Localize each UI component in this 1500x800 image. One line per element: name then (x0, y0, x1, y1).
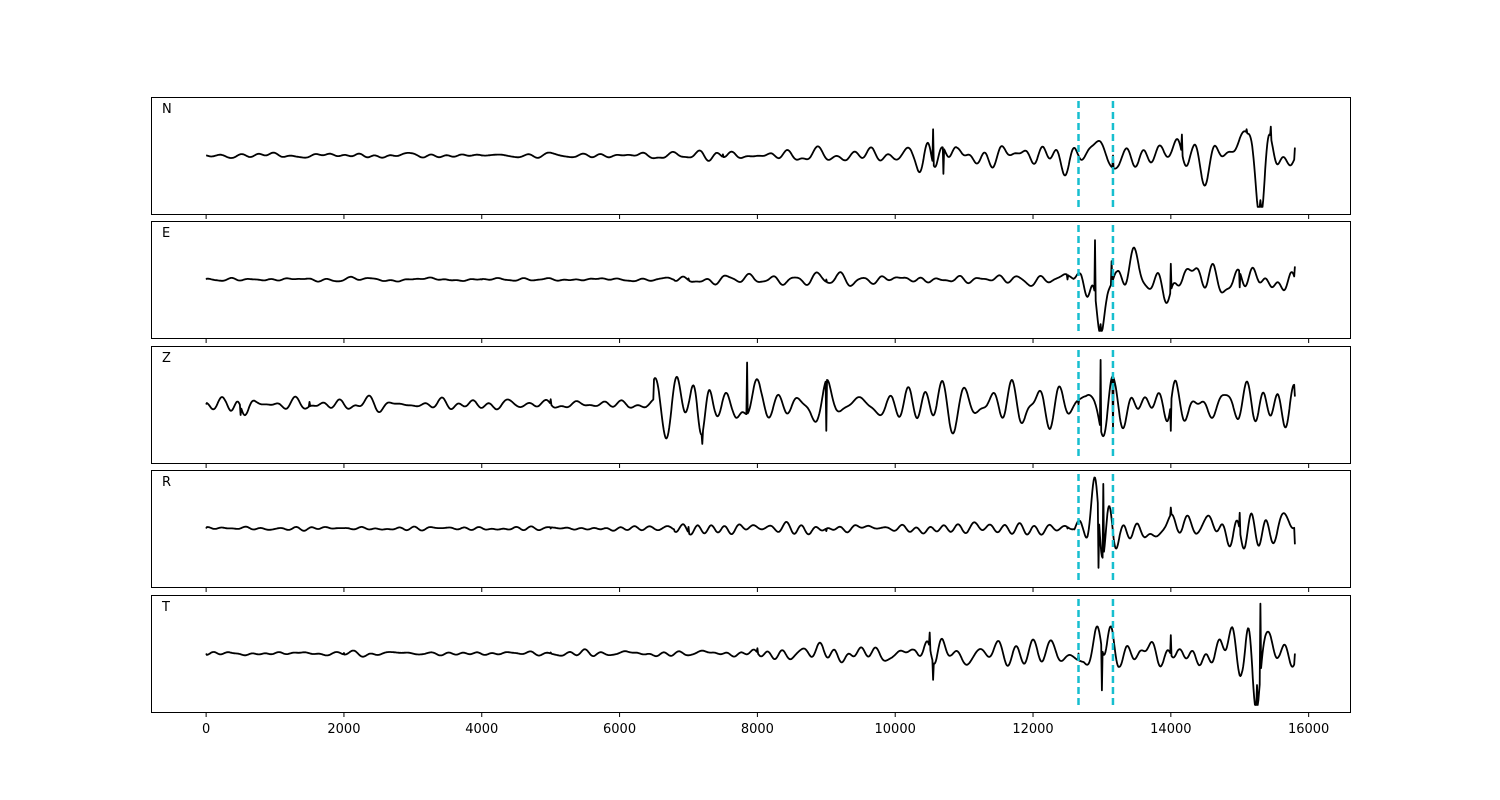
waveform-line (205, 125, 1296, 208)
panel-frame (151, 595, 1351, 713)
x-tick-label: 10000 (875, 722, 916, 737)
x-tick-label: 12000 (1012, 722, 1053, 737)
x-tick-label: 4000 (465, 722, 498, 737)
panel-label: T (161, 600, 170, 615)
x-tick-label: 6000 (603, 722, 636, 737)
x-tick-label: 8000 (741, 722, 774, 737)
x-tick-label: 0 (202, 722, 210, 737)
panel-label: Z (162, 351, 171, 366)
panel-frame (151, 346, 1351, 464)
waveform-line (205, 476, 1296, 569)
panel-label: E (162, 226, 170, 241)
panel-e: E (151, 221, 1351, 343)
panel-z: Z (151, 346, 1351, 468)
panels-group: N E Z R T 0 2000 4000 6000 8000 10000 12000 14000 160… (151, 97, 1351, 737)
panel-t: T (151, 595, 1351, 717)
panel-label: R (162, 475, 171, 490)
x-tick-label: 16000 (1288, 722, 1329, 737)
panel-n: N (151, 97, 1351, 219)
x-tick-label: 14000 (1150, 722, 1191, 737)
panel-frame (151, 97, 1351, 215)
panel-frame (151, 221, 1351, 339)
x-tick-label: 2000 (327, 722, 360, 737)
panel-r: R (151, 470, 1351, 592)
panel-frame (151, 470, 1351, 588)
panel-label: N (162, 102, 172, 117)
waveform-line (205, 239, 1296, 332)
